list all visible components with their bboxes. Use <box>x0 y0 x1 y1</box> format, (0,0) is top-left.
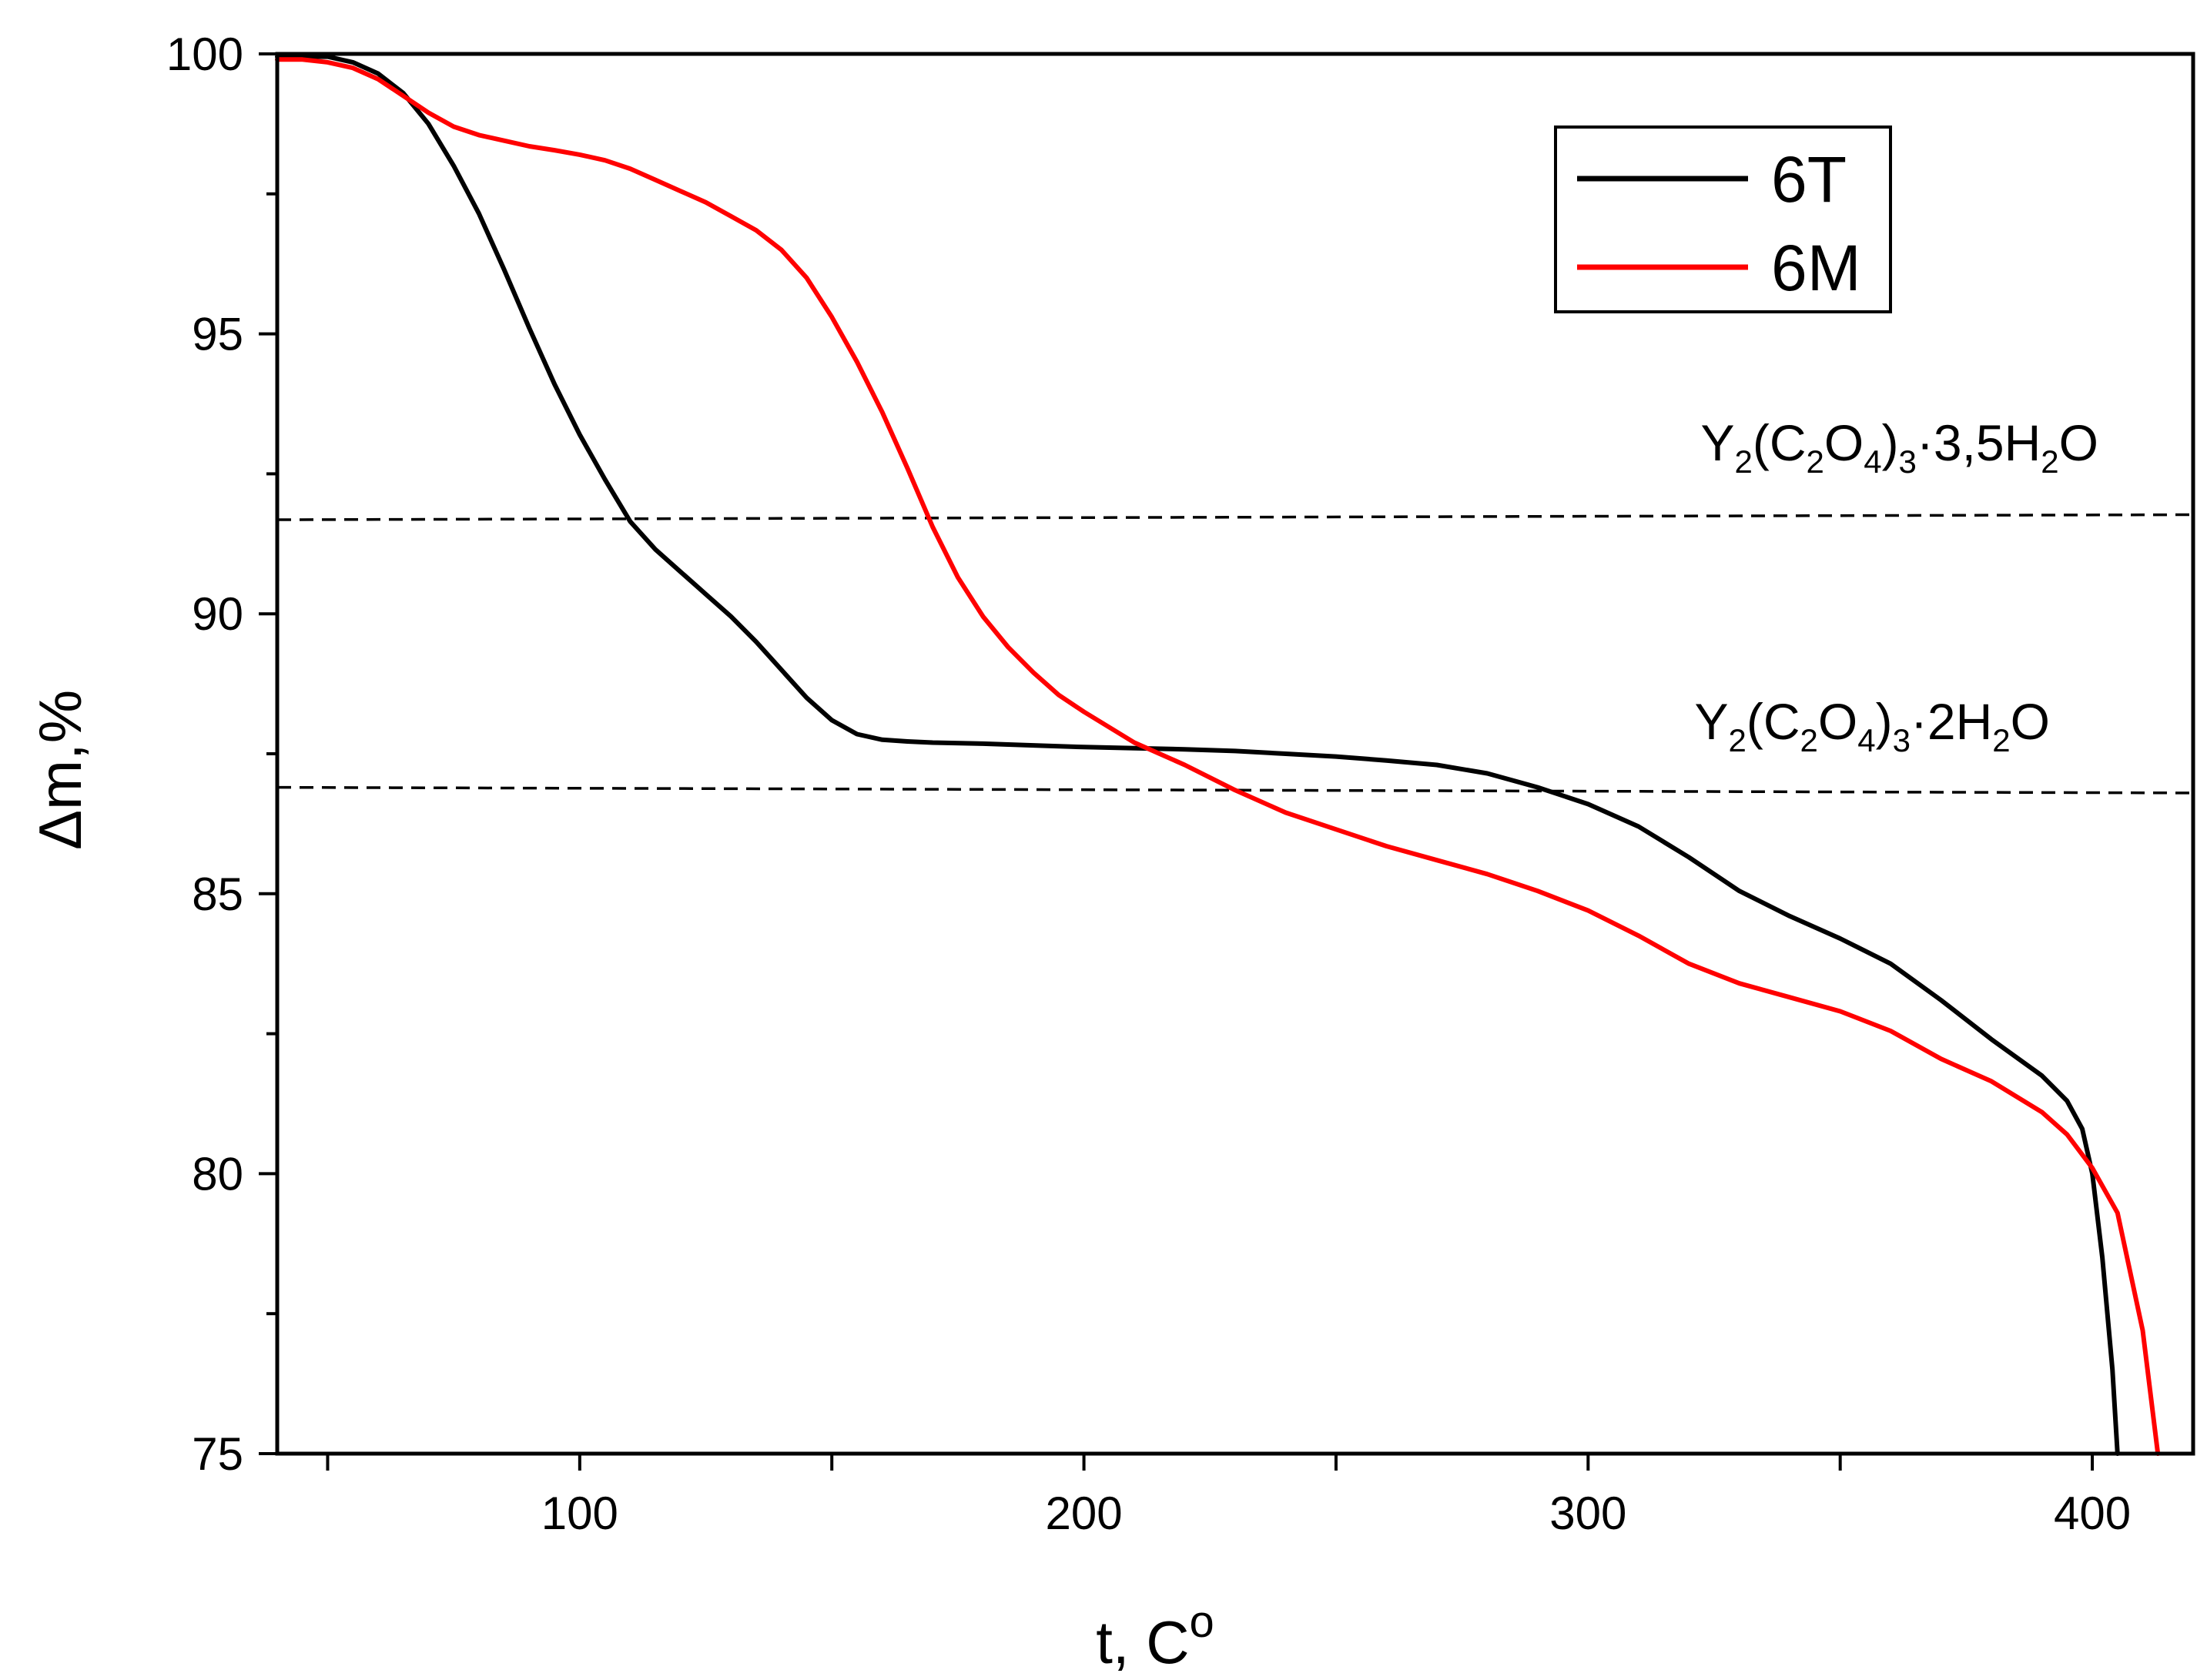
ticks: 100 200 300 400 75 80 85 90 95 100 <box>166 28 2131 1539</box>
annotation-text: ·3,5H <box>1917 414 2041 471</box>
reference-line-2 <box>276 785 2194 795</box>
y-tick-label: 75 <box>192 1428 243 1480</box>
annotation-subscript: 4 <box>1864 443 1881 480</box>
annotation-text: (C <box>1747 693 1800 750</box>
annotation-text: O <box>2059 414 2098 471</box>
annotation-subscript: 3 <box>1899 443 1917 480</box>
reference-lines <box>276 513 2194 795</box>
annotation-subscript: 2 <box>1729 722 1747 758</box>
y-tick-label: 100 <box>166 28 243 80</box>
y-tick-label: 80 <box>192 1148 243 1200</box>
x-axis-title-sup: o <box>1190 1597 1214 1647</box>
legend-label-6T: 6T <box>1771 143 1847 216</box>
legend: 6T 6M <box>1554 125 1892 313</box>
legend-label-6M: 6M <box>1771 232 1861 304</box>
annotation-subscript: 2 <box>1800 722 1818 758</box>
annotation-text: ·2H <box>1911 693 1992 750</box>
annotation-subscript: 4 <box>1857 722 1875 758</box>
annotation-text: Y <box>1700 414 1734 471</box>
annotation-text: ) <box>1876 693 1893 750</box>
y-tick-label: 85 <box>192 868 243 920</box>
x-tick-label: 100 <box>541 1488 618 1539</box>
annotation-subscript: 2 <box>1734 443 1752 480</box>
x-tick-label: 200 <box>1046 1488 1123 1539</box>
annotation-text: O <box>1824 414 1864 471</box>
x-axis-title: t, Co <box>1096 1597 1214 1676</box>
y-tick-label: 95 <box>192 309 243 360</box>
annotation-text: ) <box>1882 414 1899 471</box>
x-tick-label: 300 <box>1549 1488 1626 1539</box>
annotation-text: O <box>1818 693 1857 750</box>
annotation-trihydrate: Y2(C2O4)3·3,5H2O <box>1700 414 2098 480</box>
annotation-text: Y <box>1694 693 1728 750</box>
y-axis-title: Δm,% <box>26 690 94 850</box>
annotation-dihydrate: Y2(C2O4)3·2H2O <box>1694 693 2050 758</box>
x-tick-label: 400 <box>2054 1488 2131 1539</box>
series-line-6T <box>275 54 2120 1456</box>
series-layer <box>275 54 2161 1456</box>
legend-box <box>1554 125 1892 313</box>
annotation-subscript: 2 <box>1807 443 1824 480</box>
x-axis-title-text: t, C <box>1096 1608 1189 1676</box>
series-line-6M <box>275 57 2161 1456</box>
annotation-text: O <box>2011 693 2050 750</box>
annotation-subscript: 3 <box>1893 722 1911 758</box>
annotation-subscript: 2 <box>1992 722 2010 758</box>
annotation-text: (C <box>1753 414 1807 471</box>
annotation-subscript: 2 <box>2041 443 2058 480</box>
y-tick-label: 90 <box>192 588 243 640</box>
reference-line-1 <box>276 513 2194 521</box>
